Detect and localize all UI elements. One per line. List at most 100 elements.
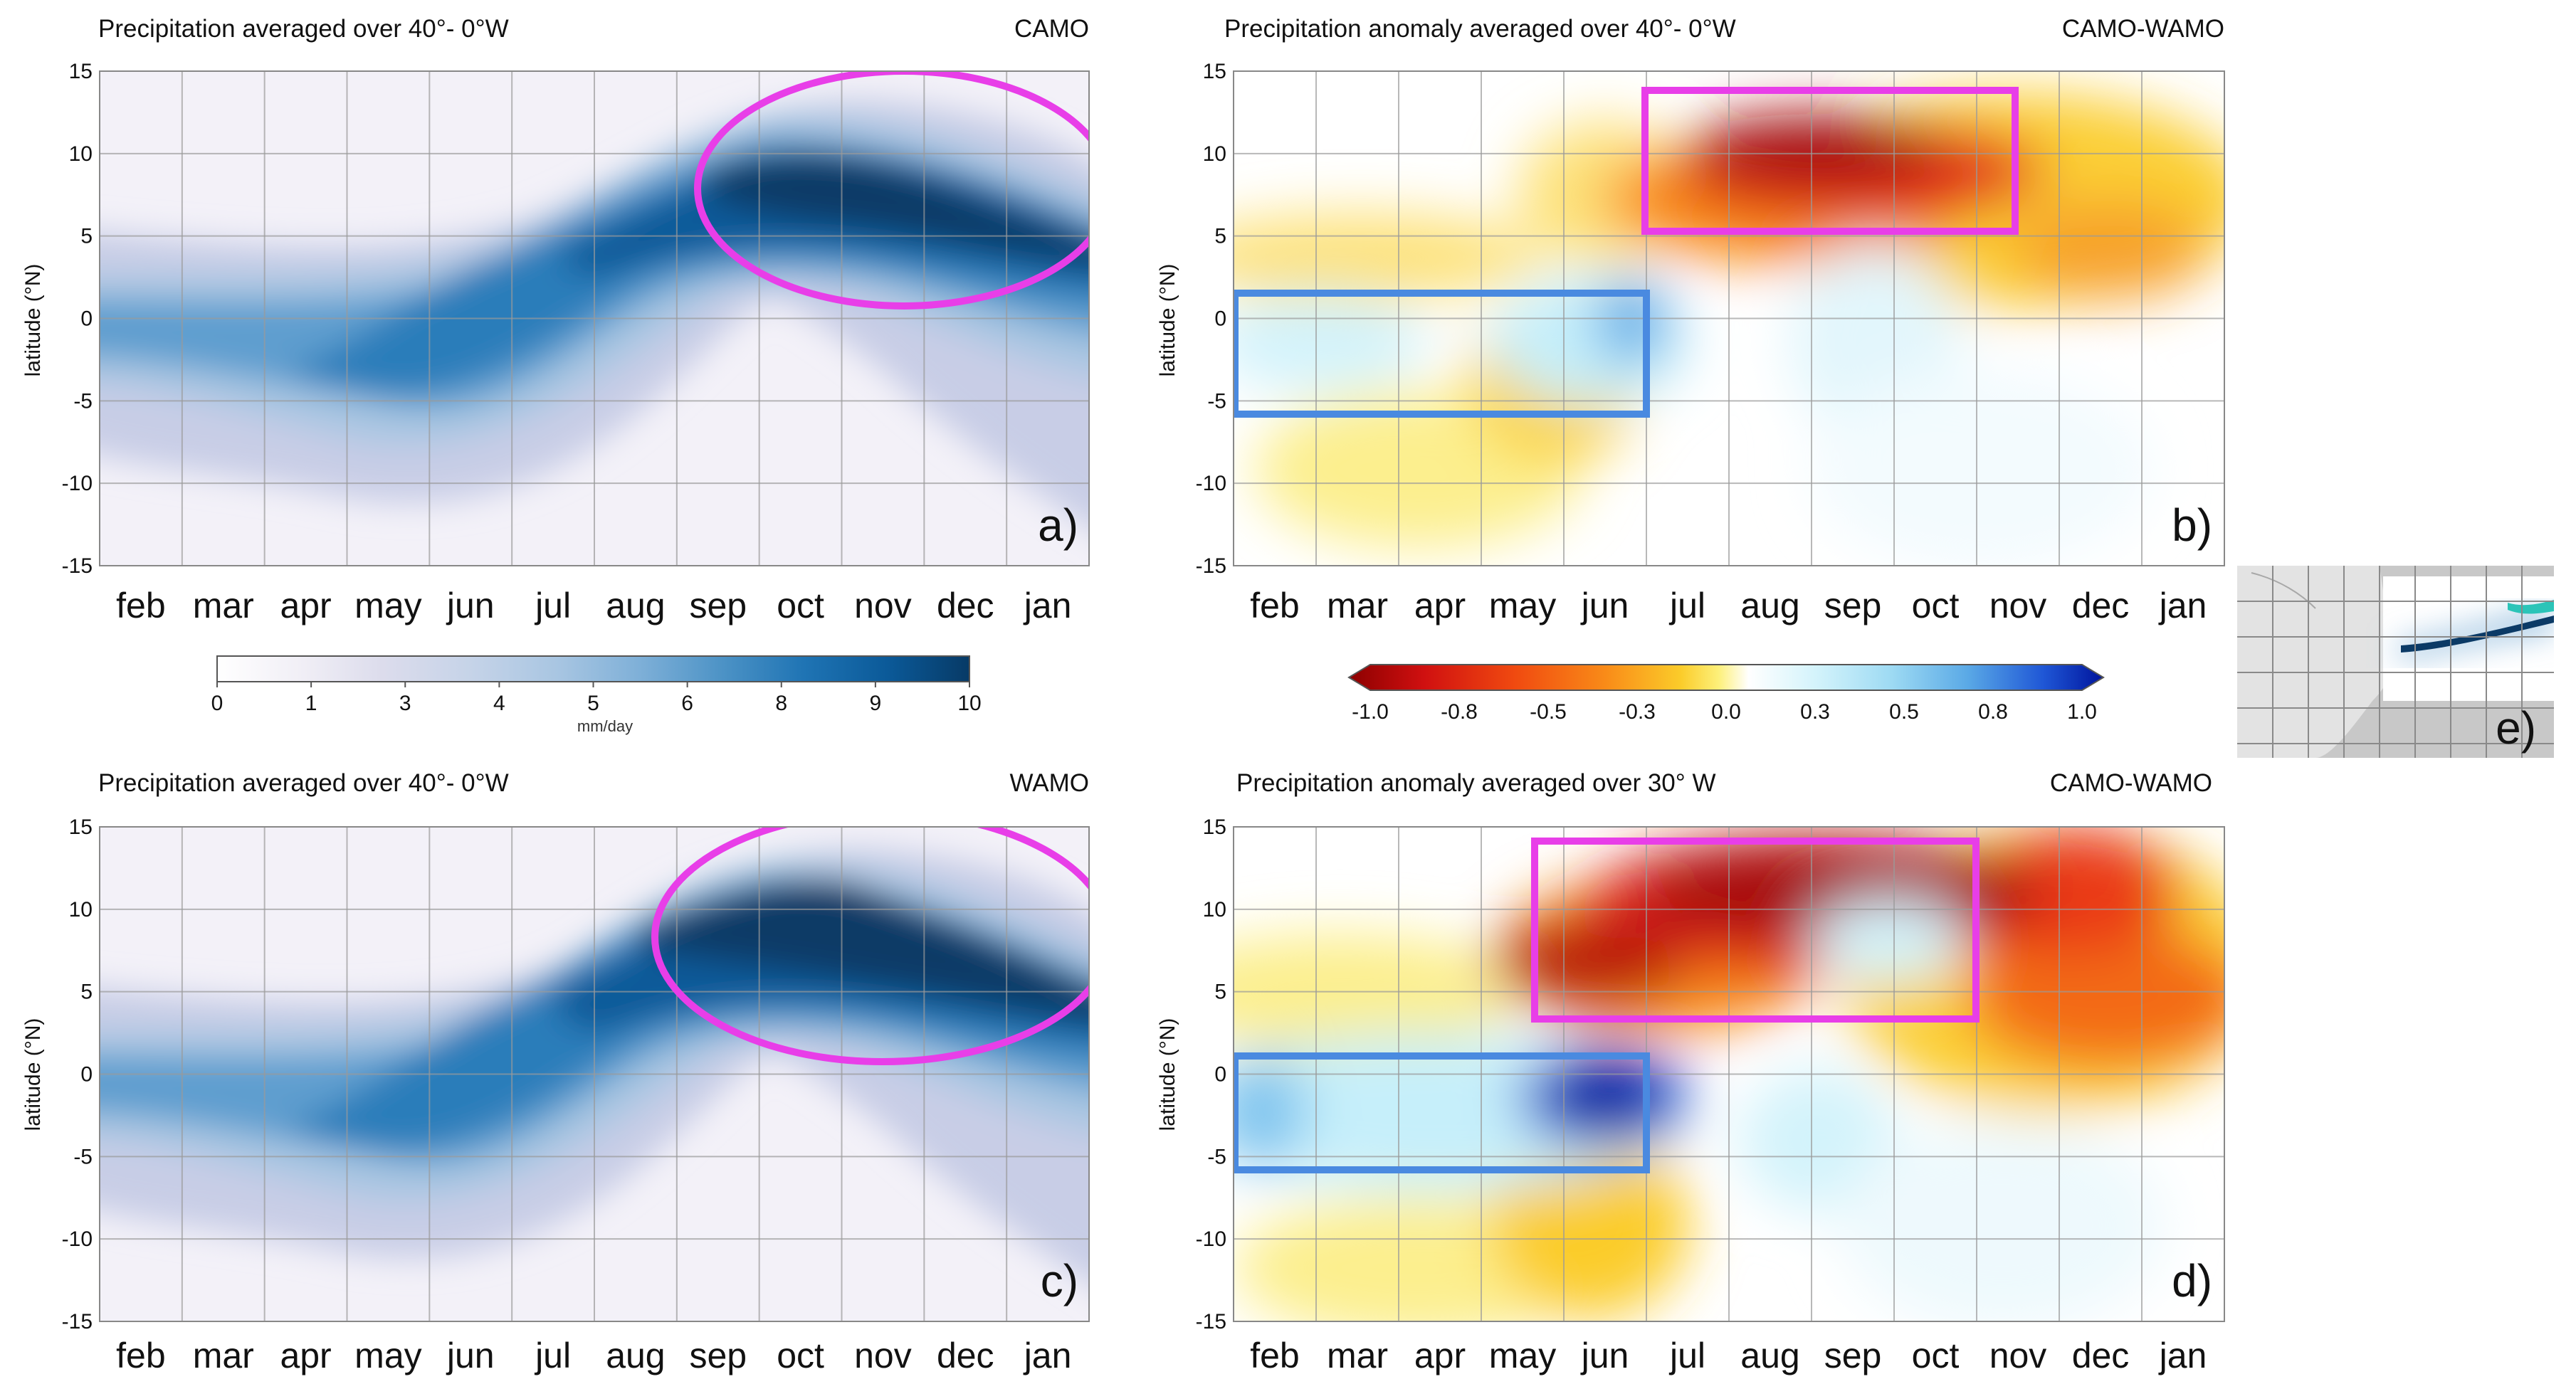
panel-c-frame [99,826,1090,1322]
panel-c-xtick-dec: dec [937,1336,994,1375]
anomaly-colorbar: -1.0 -0.8 -0.5 -0.3 0.0 0.3 0.5 0.8 1.0 [1347,664,2105,724]
anomaly-colorbar-ticklabel: 0.3 [1800,700,1830,724]
panel-d: Precipitation anomaly averaged over 30° … [1156,769,2225,1375]
panel-c-ytick: 15 [69,815,93,839]
panel-a-highlight-ellipse [694,71,1089,310]
precip-colorbar-ticklabel: 3 [399,692,411,715]
panel-b-yticks: 15 10 5 0 -5 -10 -15 [1196,60,1226,578]
panel-c-xtick-feb: feb [116,1336,166,1375]
panel-d-yticks: 15 10 5 0 -5 -10 -15 [1196,815,1226,1333]
panel-d-ytick: -15 [1196,1310,1226,1333]
panel-b-ytick: 5 [1214,225,1226,248]
panel-d-ytick: 0 [1214,1063,1226,1087]
inset-coastline [2251,572,2316,609]
panel-a-title: Precipitation averaged over 40°- 0°W [98,15,509,43]
panel-a-label: a) [1038,500,1078,551]
anomaly-colorbar-bar [1347,664,2105,691]
panel-d-xtick-mar: mar [1327,1336,1388,1375]
panel-b-xtick-dec: dec [2072,586,2130,625]
panel-b-frame [1233,70,2225,566]
panel-a-ytick: -10 [62,472,93,495]
panel-d-xtick-sep: sep [1824,1336,1882,1375]
panel-c-xtick-jul: jul [534,1336,571,1375]
precip-colorbar-ticklabel: 6 [681,692,693,715]
panel-d-xtick-may: may [1489,1336,1556,1375]
panel-d-plot-area: d) [1234,827,2224,1321]
anomaly-colorbar-ticks: -1.0 -0.8 -0.5 -0.3 0.0 0.3 0.5 0.8 1.0 [1352,700,2097,724]
panel-d-ytick: 5 [1214,981,1226,1004]
panel-d-grid [1234,827,2224,1321]
panel-b-xtick-apr: apr [1414,586,1466,625]
panel-a-run-label: CAMO [1014,15,1089,43]
panel-c-xtick-nov: nov [854,1336,912,1375]
panel-b-xtick-sep: sep [1824,586,1882,625]
panel-c-xtick-jun: jun [446,1336,495,1375]
panel-c-ytick: 10 [69,898,93,921]
panel-c-ytick: -5 [73,1145,93,1168]
panel-b-xtick-oct: oct [1912,586,1960,625]
panel-a-grid [100,71,1089,566]
panel-a-xtick-may: may [354,586,421,625]
panel-c-ytick: 5 [80,981,93,1004]
panel-a-yticks: 15 10 5 0 -5 -10 -15 [62,60,93,578]
panel-a-ylabel: latitude (°N) [21,264,45,377]
panel-c-xtick-jan: jan [1023,1336,1072,1375]
anomaly-colorbar-ticklabel: 1.0 [2067,700,2097,724]
panel-d-ytick: -5 [1207,1145,1226,1168]
panel-c-xtick-oct: oct [777,1336,824,1375]
panel-d-ytick: -10 [1196,1227,1226,1251]
panel-a: Precipitation averaged over 40°- 0°W CAM… [21,15,1090,625]
panel-b-ylabel: latitude (°N) [1156,264,1179,377]
precip-colorbar: 0 1 3 4 5 6 8 9 10 mm/day [211,655,982,735]
panel-a-ytick: 5 [80,225,93,248]
inset-label: e) [2496,702,2536,754]
panel-d-xticks: feb mar apr may jun jul aug sep oct nov dec jan [1250,1336,2207,1375]
panel-d-xtick-jun: jun [1580,1336,1629,1375]
precip-colorbar-units: mm/day [577,717,633,735]
panel-b-ytick: -15 [1196,554,1226,578]
panel-c-yticks: 15 10 5 0 -5 -10 -15 [62,815,93,1333]
panel-a-xticks: feb mar apr may jun jul aug sep oct nov dec jan [116,586,1071,625]
panel-c: Precipitation averaged over 40°- 0°W WAM… [21,769,1090,1375]
panel-c-ylabel: latitude (°N) [21,1018,45,1131]
panel-b-xtick-jul: jul [1668,586,1705,625]
panel-a-xtick-jul: jul [534,586,571,625]
panel-a-xtick-jan: jan [1023,586,1072,625]
panel-d-xtick-dec: dec [2072,1336,2130,1375]
panel-a-xtick-apr: apr [280,586,331,625]
panel-c-ytick: -15 [62,1310,93,1333]
panel-a-ytick: 10 [69,142,93,166]
panel-d-xtick-apr: apr [1414,1336,1466,1375]
precip-colorbar-ticklabel: 1 [305,692,317,715]
precip-colorbar-ticks: 0 1 3 4 5 6 8 9 10 [211,682,982,715]
panel-d-ylabel: latitude (°N) [1156,1018,1179,1131]
inset-itcz-core [2401,616,2554,653]
panel-b-xtick-feb: feb [1250,586,1300,625]
precip-colorbar-ticklabel: 5 [587,692,599,715]
panel-b-label: b) [2172,500,2212,551]
panel-b-title: Precipitation anomaly averaged over 40°-… [1224,15,1736,43]
panel-d-highlight-wet-box [1234,1052,1650,1173]
anomaly-colorbar-ticklabel: 0.8 [1978,700,2008,724]
panel-b-highlight-dry-box [1641,87,2019,235]
panel-c-xtick-apr: apr [280,1336,331,1375]
panel-b-ytick: -10 [1196,472,1226,495]
panel-a-xtick-feb: feb [116,586,166,625]
panel-b-xtick-nov: nov [1989,586,2047,625]
panel-b-xtick-jun: jun [1580,586,1629,625]
panel-a-ytick: -15 [62,554,93,578]
panel-d-xtick-aug: aug [1740,1336,1799,1375]
panel-b-ytick: 0 [1214,307,1226,331]
panel-c-xticks: feb mar apr may jun jul aug sep oct nov dec jan [116,1336,1071,1375]
panel-b-xtick-aug: aug [1740,586,1799,625]
anomaly-colorbar-ticklabel: -0.5 [1530,700,1567,724]
precip-colorbar-ticklabel: 8 [775,692,787,715]
panel-d-xtick-jan: jan [2158,1336,2207,1375]
precip-colorbar-ticklabel: 0 [211,692,224,715]
panel-a-xtick-aug: aug [606,586,665,625]
panel-b-grid [1234,71,2224,566]
panel-a-ytick: 15 [69,60,93,83]
panel-b-run-label: CAMO-WAMO [2062,15,2224,43]
panel-b-highlight-wet-box [1234,290,1650,418]
